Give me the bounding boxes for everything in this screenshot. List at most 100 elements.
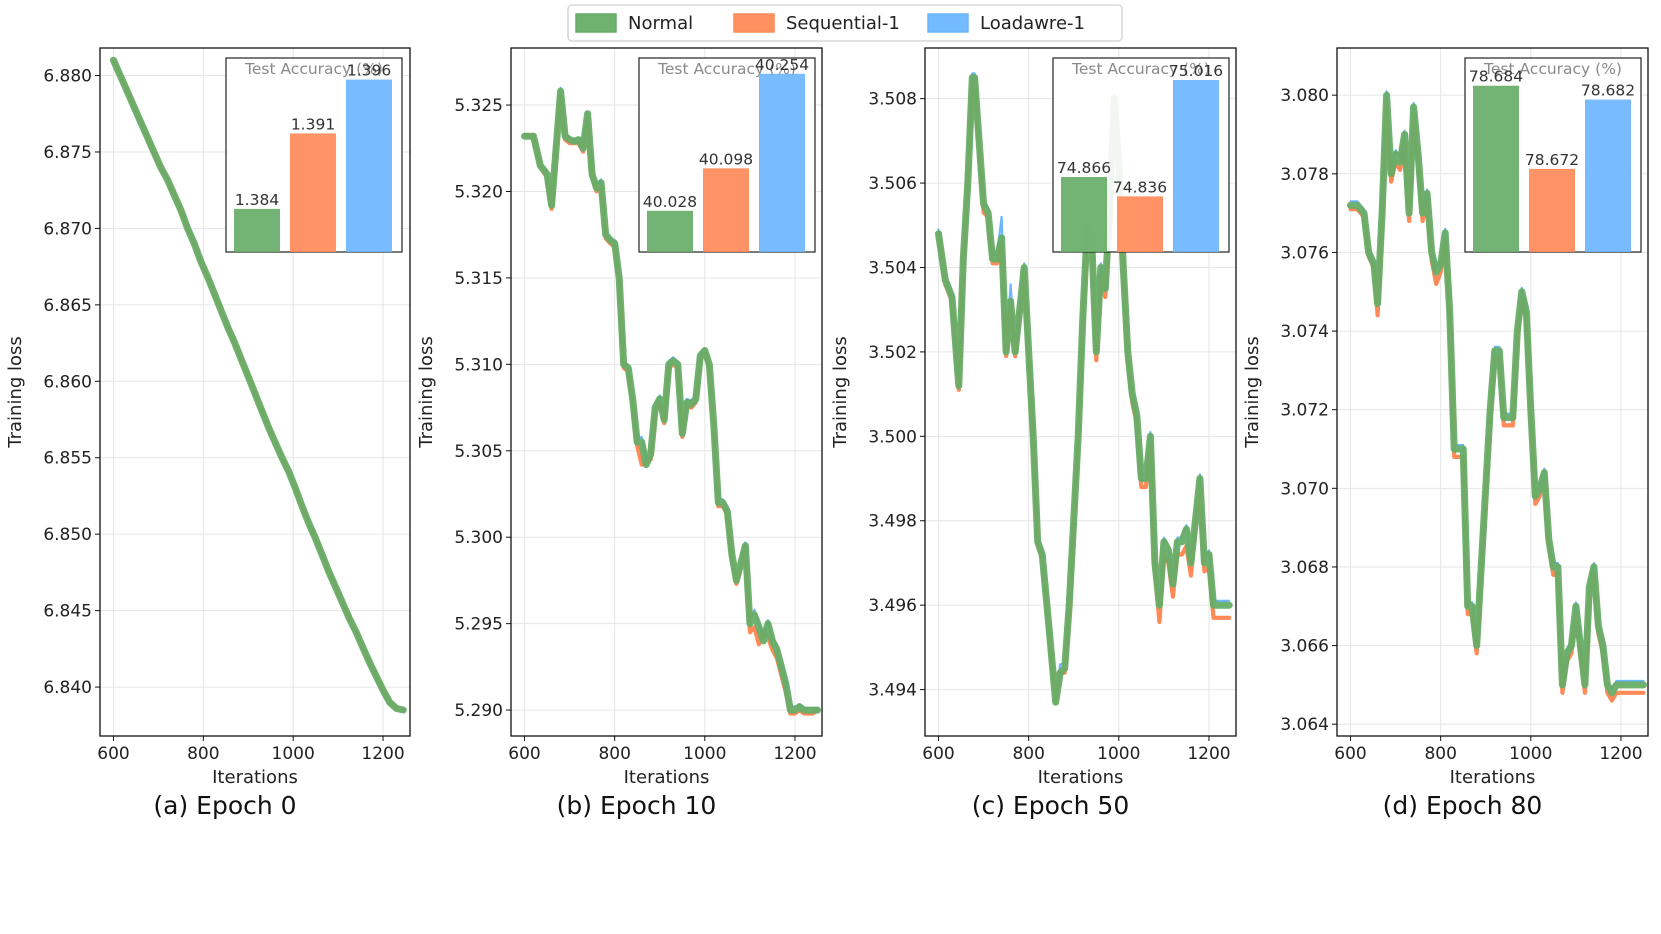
y-tick-label: 3.496: [868, 596, 917, 616]
inset-bar-label: 40.254: [755, 56, 809, 74]
chart-panel: 600 800 1000 1200 3.064 3.066 3.068 3.070 3.072 3…: [1242, 47, 1649, 820]
x-tick-label: 1000: [272, 744, 315, 764]
inset-bar-label: 1.391: [291, 115, 335, 133]
y-tick-label: 3.506: [868, 174, 917, 194]
x-tick-label: 800: [187, 744, 219, 764]
x-tick-label: 800: [1012, 744, 1044, 764]
axes-frame: [510, 47, 823, 737]
y-tick-label: 5.325: [454, 96, 503, 116]
inset-title: Test Accuracy (%): [1071, 60, 1210, 78]
y-tick-label: 3.078: [1280, 165, 1329, 185]
y-tick-label: 6.845: [43, 602, 92, 622]
inset-chart: Test Accuracy (%) 1.384 1.391 1.396: [225, 57, 403, 253]
y-tick-label: 3.502: [868, 343, 917, 363]
y-tick-label: 6.870: [43, 219, 92, 239]
legend-label: Loadawre-1: [980, 13, 1085, 34]
y-tick-label: 3.074: [1280, 322, 1329, 342]
legend-label: Sequential-1: [786, 13, 900, 34]
x-axis-label: Iterations: [1450, 767, 1536, 788]
y-tick-label: 3.498: [868, 512, 917, 532]
y-tick-label: 5.310: [454, 355, 503, 375]
inset-bar: [1585, 99, 1631, 252]
y-tick-label: 6.865: [43, 296, 92, 316]
y-tick-label: 5.300: [454, 528, 503, 548]
y-tick-label: 6.880: [43, 67, 92, 87]
inset-bar: [290, 133, 336, 252]
series-line: [521, 87, 821, 714]
inset-bar: [1061, 176, 1107, 252]
inset-bar-label: 1.384: [235, 191, 279, 209]
inset-bar: [1529, 168, 1575, 252]
axes-frame: [1336, 47, 1649, 737]
legend-frame: [567, 4, 1123, 42]
inset-bar: [1173, 79, 1219, 252]
y-tick-label: 3.494: [868, 681, 917, 701]
chart-panel: 600 800 1000 1200 5.290 5.295 5.300 5.305 5.310 5…: [416, 47, 823, 820]
y-tick-label: 6.875: [43, 143, 92, 163]
chart-panel: 600 800 1000 1200 3.494 3.496 3.498 3.500 3.502 3…: [830, 47, 1237, 820]
axes-frame: [99, 47, 411, 737]
x-tick-label: 600: [508, 744, 540, 764]
y-tick-label: 3.500: [868, 427, 917, 447]
y-tick-label: 3.068: [1280, 558, 1329, 578]
inset-bar: [759, 73, 805, 252]
y-tick-label: 6.855: [43, 449, 92, 469]
inset-title: Test Accuracy (%): [1483, 60, 1622, 78]
legend-label: Normal: [628, 13, 693, 34]
y-tick-label: 5.315: [454, 269, 503, 289]
y-tick-label: 6.850: [43, 525, 92, 545]
inset-bar: [1473, 85, 1519, 252]
x-tick-label: 600: [1334, 744, 1366, 764]
inset-bar-label: 40.028: [643, 193, 697, 211]
y-tick-label: 6.860: [43, 372, 92, 392]
inset-bar: [234, 208, 280, 252]
inset-bar-label: 1.396: [347, 62, 391, 80]
y-tick-label: 5.290: [454, 701, 503, 721]
x-tick-label: 1000: [1509, 744, 1552, 764]
y-tick-label: 6.840: [43, 678, 92, 698]
chart-panel: 600 800 1000 1200 6.840 6.845 6.850 6.855 6.860 6…: [5, 47, 411, 820]
inset-bar: [703, 168, 749, 252]
inset-bar-label: 75.016: [1169, 62, 1223, 80]
y-axis-label: Training loss: [1242, 336, 1263, 449]
axes-frame: [924, 47, 1237, 737]
legend-swatch: [927, 13, 969, 33]
y-axis-label: Training loss: [830, 336, 851, 449]
inset-bar-label: 78.672: [1525, 151, 1579, 169]
subplot-caption: (c) Epoch 50: [972, 791, 1130, 820]
y-tick-label: 3.064: [1280, 715, 1329, 735]
x-tick-label: 1000: [683, 744, 726, 764]
x-tick-label: 1200: [1599, 744, 1642, 764]
y-tick-label: 3.080: [1280, 86, 1329, 106]
y-tick-label: 5.295: [454, 615, 503, 635]
x-tick-label: 1200: [773, 744, 816, 764]
y-tick-label: 3.076: [1280, 243, 1329, 263]
y-tick-label: 3.072: [1280, 401, 1329, 421]
inset-bar-label: 74.836: [1113, 178, 1167, 196]
subplot-caption: (b) Epoch 10: [557, 791, 717, 820]
panels: 600 800 1000 1200 6.840 6.845 6.850 6.855 6.860 6…: [5, 47, 1649, 820]
x-axis-label: Iterations: [1038, 767, 1124, 788]
inset-title: Test Accuracy (%): [657, 60, 796, 78]
y-tick-label: 3.070: [1280, 479, 1329, 499]
inset-bar: [1117, 196, 1163, 252]
y-axis-label: Training loss: [5, 336, 26, 449]
x-tick-label: 800: [598, 744, 630, 764]
series-line: [110, 56, 407, 714]
inset-bar: [647, 210, 693, 252]
series-line: [1347, 91, 1647, 697]
inset-bar-label: 74.866: [1057, 159, 1111, 177]
inset-bar-label: 78.682: [1581, 82, 1635, 100]
y-tick-label: 3.066: [1280, 637, 1329, 657]
x-tick-label: 1200: [1187, 744, 1230, 764]
x-tick-label: 600: [922, 744, 954, 764]
legend-swatch: [733, 13, 775, 33]
legend: Normal Sequential-1 Loadawre-1: [567, 4, 1123, 42]
x-axis-label: Iterations: [624, 767, 710, 788]
legend-swatch: [575, 13, 617, 33]
x-tick-label: 1000: [1097, 744, 1140, 764]
y-tick-label: 3.508: [868, 90, 917, 110]
subplot-caption: (d) Epoch 80: [1383, 791, 1543, 820]
